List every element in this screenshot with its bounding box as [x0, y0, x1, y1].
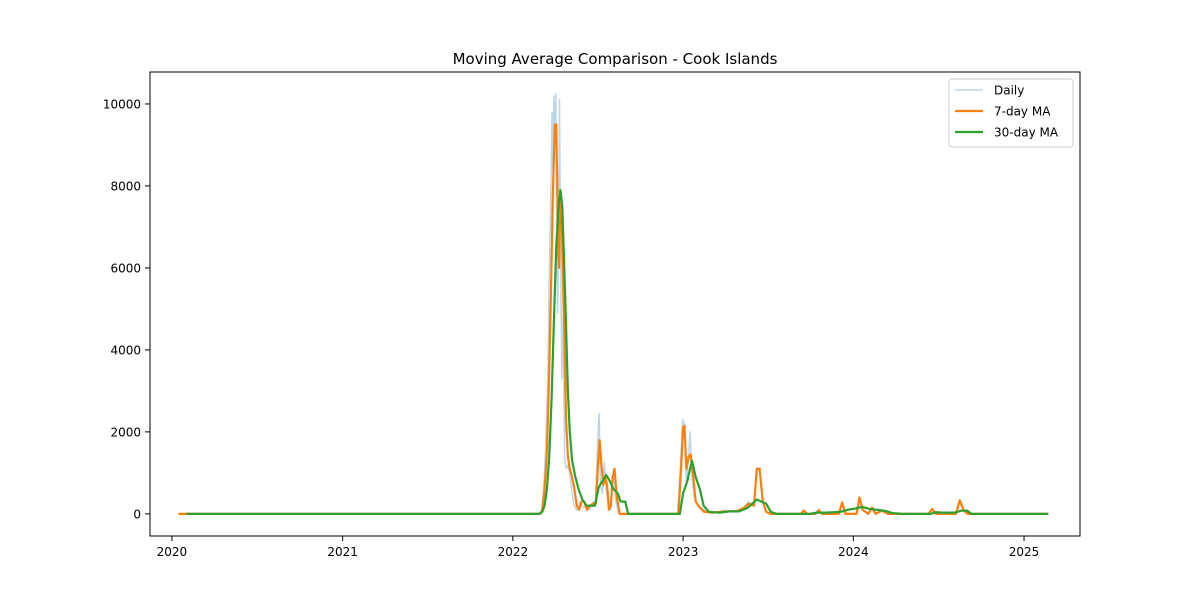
axes-frame [149, 71, 1081, 537]
plot-area [178, 92, 1049, 515]
y-tick-label: 4000 [110, 343, 141, 357]
y-tick-label: 6000 [110, 261, 141, 275]
series-line-3 [186, 188, 1049, 515]
legend-label-2: 7-day MA [994, 105, 1051, 119]
y-tick-label: 8000 [110, 179, 141, 193]
x-tick-label: 2022 [498, 545, 529, 559]
y-axis: 0 2000 4000 6000 8000 10000 [103, 97, 150, 521]
y-tick-label: 10000 [103, 97, 141, 111]
x-tick-label: 2021 [327, 545, 358, 559]
x-tick-label: 2020 [157, 545, 188, 559]
x-tick-label: 2025 [1009, 545, 1040, 559]
x-axis: 2020 2021 2022 2023 2024 2025 [157, 536, 1040, 559]
x-tick-label: 2023 [668, 545, 699, 559]
y-tick-label: 0 [133, 507, 141, 521]
legend-box [948, 78, 1074, 148]
legend-label-3: 30-day MA [994, 126, 1059, 140]
legend: Daily 7-day MA 30-day MA [948, 78, 1074, 148]
legend-label-1: Daily [994, 84, 1024, 98]
x-tick-label: 2024 [838, 545, 869, 559]
y-tick-label: 2000 [110, 425, 141, 439]
series-layer [178, 92, 1049, 515]
chart-title: Moving Average Comparison - Cook Islands [453, 50, 778, 68]
